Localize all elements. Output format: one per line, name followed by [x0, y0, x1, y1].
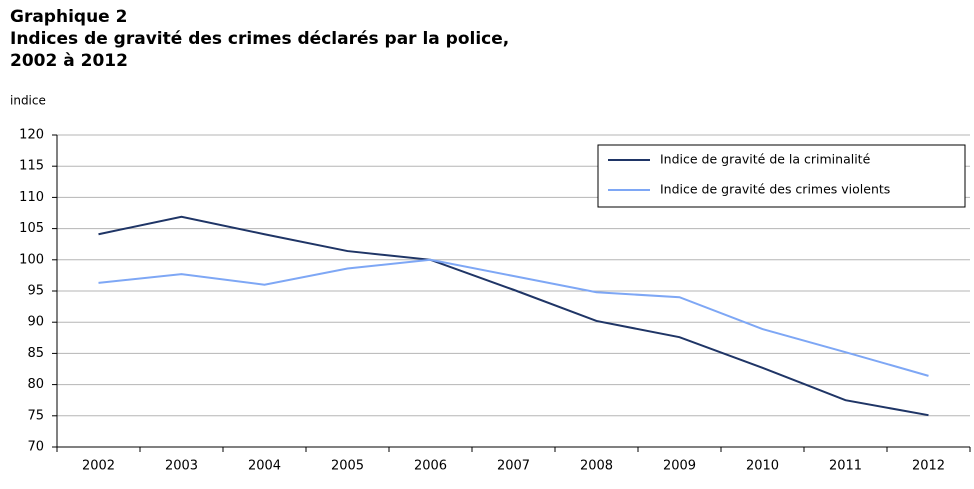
- x-tick-label: 2005: [331, 459, 364, 474]
- chart-title: 2002 à 2012: [10, 51, 128, 71]
- x-tick-label: 2011: [829, 459, 862, 474]
- y-tick-label: 80: [27, 377, 44, 392]
- x-tick-label: 2006: [414, 459, 447, 474]
- y-tick-label: 115: [19, 159, 44, 174]
- x-tick-label: 2010: [746, 459, 779, 474]
- y-tick-label: 85: [27, 346, 44, 361]
- y-tick-label: 110: [19, 190, 44, 205]
- y-tick-label: 75: [27, 408, 44, 423]
- legend-label: Indice de gravité de la criminalité: [660, 152, 871, 167]
- y-tick-label: 100: [19, 252, 44, 267]
- y-tick-label: 70: [27, 440, 44, 455]
- x-tick-label: 2008: [580, 459, 613, 474]
- series-line: [98, 215, 929, 417]
- y-tick-label: 90: [27, 315, 44, 330]
- x-tick-label: 2004: [248, 459, 281, 474]
- series-line: [98, 258, 929, 377]
- y-axis-label: indice: [10, 94, 46, 108]
- x-tick-label: 2007: [497, 459, 530, 474]
- x-tick-label: 2002: [82, 459, 115, 474]
- y-tick-label: 105: [19, 221, 44, 236]
- x-tick-label: 2009: [663, 459, 696, 474]
- chart-title: Graphique 2: [10, 7, 127, 27]
- chart-title: Indices de gravité des crimes déclarés p…: [10, 29, 509, 49]
- x-tick-label: 2012: [912, 459, 945, 474]
- legend-box: [597, 144, 966, 208]
- y-tick-label: 120: [19, 128, 44, 143]
- y-tick-label: 95: [27, 284, 44, 299]
- x-tick-label: 2003: [165, 459, 198, 474]
- legend-label: Indice de gravité des crimes violents: [660, 182, 890, 197]
